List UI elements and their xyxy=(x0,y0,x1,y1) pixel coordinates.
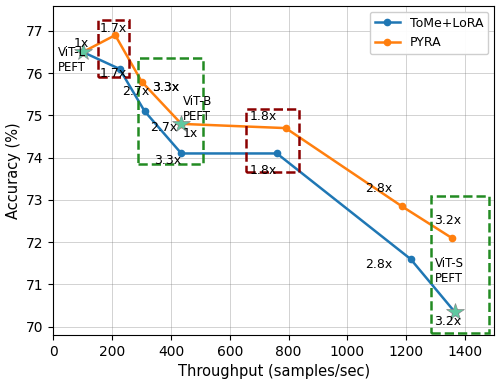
PYRA xyxy=(178,122,184,126)
ToMe+LoRA xyxy=(274,151,280,156)
Text: 1.8x: 1.8x xyxy=(250,164,277,177)
Line: ToMe+LoRA: ToMe+LoRA xyxy=(80,49,458,315)
Text: 1.7x: 1.7x xyxy=(100,67,127,80)
Y-axis label: Accuracy (%): Accuracy (%) xyxy=(6,122,20,219)
Text: 1x: 1x xyxy=(74,37,88,50)
ToMe+LoRA xyxy=(178,151,184,156)
Bar xyxy=(246,109,299,172)
Text: 2.8x: 2.8x xyxy=(365,258,392,271)
Text: 2.8x: 2.8x xyxy=(365,182,392,195)
Line: PYRA: PYRA xyxy=(80,32,455,241)
Text: 2.7x: 2.7x xyxy=(122,85,149,98)
PYRA xyxy=(112,33,118,37)
Legend: ToMe+LoRA, PYRA: ToMe+LoRA, PYRA xyxy=(370,12,488,54)
Bar xyxy=(431,196,488,333)
Text: 3.3x: 3.3x xyxy=(152,81,180,94)
Bar xyxy=(98,20,130,77)
Text: 1.7x: 1.7x xyxy=(100,22,127,35)
Text: 1x: 1x xyxy=(183,127,198,139)
Text: 3.2x: 3.2x xyxy=(434,315,462,328)
ToMe+LoRA xyxy=(80,50,86,54)
Text: 3.3x: 3.3x xyxy=(154,154,182,167)
PYRA xyxy=(282,126,288,131)
Text: ViT-L
PEFT: ViT-L PEFT xyxy=(58,46,86,74)
Text: 2.7x: 2.7x xyxy=(150,122,178,134)
PYRA xyxy=(449,236,455,240)
Text: 3.3x: 3.3x xyxy=(152,81,180,94)
PYRA xyxy=(80,50,86,54)
ToMe+LoRA xyxy=(142,109,148,114)
Text: 1.8x: 1.8x xyxy=(250,110,277,123)
Text: ViT-S
PEFT: ViT-S PEFT xyxy=(434,257,464,285)
PYRA xyxy=(399,204,405,209)
ToMe+LoRA xyxy=(408,257,414,261)
X-axis label: Throughput (samples/sec): Throughput (samples/sec) xyxy=(178,365,370,380)
Bar xyxy=(138,59,203,164)
Text: 3.2x: 3.2x xyxy=(434,214,462,228)
PYRA xyxy=(138,79,144,84)
ToMe+LoRA xyxy=(452,310,458,314)
Text: ViT-B
PEFT: ViT-B PEFT xyxy=(183,95,212,124)
ToMe+LoRA xyxy=(116,67,122,71)
